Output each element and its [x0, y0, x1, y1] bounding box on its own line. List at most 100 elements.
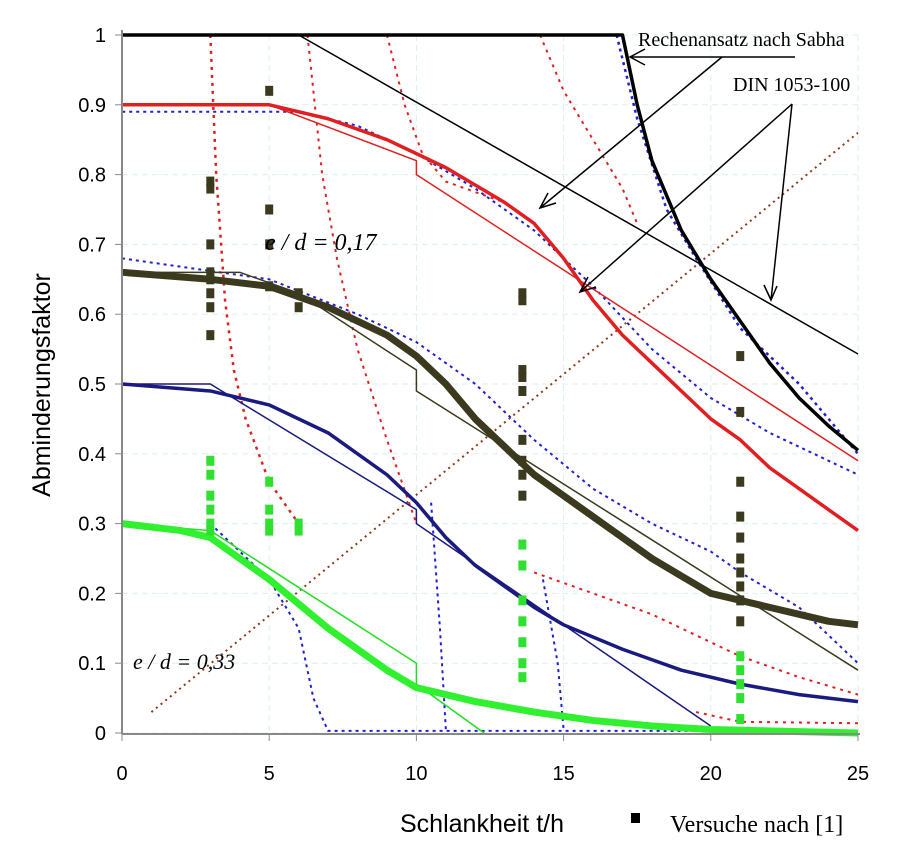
y-tick-label: 0.7 [78, 234, 106, 256]
tick-labels: 00.10.20.30.40.50.60.70.80.910 5 10 15 20 25 [78, 25, 869, 785]
point-tests-olive [518, 372, 527, 383]
point-tests-green [265, 504, 274, 515]
series-navy-thick-sabha [121, 382, 859, 704]
point-tests-green [265, 518, 274, 529]
x-tick-label: 0 [116, 763, 127, 785]
series-blue-dotted-4 [209, 522, 858, 732]
series-red-thick-sabha [122, 103, 860, 533]
point-tests-olive [294, 288, 303, 299]
point-tests-olive [736, 581, 745, 592]
point-tests-olive [206, 176, 215, 187]
series-brown-dotted-diagonal [150, 131, 859, 713]
point-tests-green [518, 539, 527, 550]
y-tick-label: 0.8 [78, 165, 106, 187]
point-tests-olive [518, 365, 527, 376]
point-tests-olive [518, 295, 527, 306]
point-tests-green [294, 518, 303, 529]
series-red-dotted-3 [385, 34, 506, 204]
series-navy-thin-din [122, 383, 712, 727]
point-tests-green [736, 693, 745, 704]
y-tick-label: 0 [95, 723, 106, 745]
point-tests-olive [518, 434, 527, 445]
point-tests-olive [206, 330, 215, 341]
point-tests-olive [736, 532, 745, 543]
point-tests-olive [206, 288, 215, 299]
y-axis-label: Abminderungsfaktor [28, 273, 56, 497]
point-tests-green [265, 476, 274, 487]
annotation-arrows [538, 48, 795, 302]
point-tests-olive [206, 239, 215, 250]
y-tick-label: 1 [95, 25, 106, 47]
point-tests-green [206, 469, 215, 480]
annotation-din: DIN 1053-100 [733, 74, 850, 96]
point-tests-green [206, 525, 215, 536]
y-tick-label: 0.2 [78, 583, 106, 605]
point-tests-green [206, 518, 215, 529]
point-tests-olive [736, 567, 745, 578]
annotation-ed-017: e / d = 0,17 [265, 230, 378, 256]
point-tests-green [518, 637, 527, 648]
point-tests-green [518, 560, 527, 571]
series-red-dotted-4 [539, 34, 639, 224]
x-axis-label: Schlankheit t/h [400, 810, 564, 838]
point-tests-green [206, 504, 215, 515]
y-tick-label: 0.6 [78, 304, 106, 326]
series-black-thick-sabha [122, 33, 860, 452]
point-tests-olive [736, 595, 745, 606]
y-tick-label: 0.5 [78, 374, 106, 396]
series-blue-dotted-2 [615, 34, 859, 455]
y-tick-label: 0.1 [78, 653, 106, 675]
point-tests-olive [265, 281, 274, 292]
series-red-dotted-2 [306, 34, 418, 524]
point-tests-green [736, 651, 745, 662]
point-tests-olive [265, 85, 274, 96]
x-tick-label: 25 [847, 763, 869, 785]
y-tick-label: 0.4 [78, 444, 106, 466]
series-olive-thick-sabha [121, 268, 859, 629]
annotation-ed-033: e / d = 0,33 [133, 649, 235, 674]
point-tests-olive [206, 183, 215, 194]
point-tests-olive [518, 385, 527, 396]
scatter-points [206, 85, 745, 725]
annotation-sabha: Rechenansatz nach Sabha [638, 29, 845, 51]
point-tests-olive [736, 406, 745, 417]
point-tests-green [518, 616, 527, 627]
legend-marker [631, 813, 640, 823]
y-tick-label: 0.3 [78, 514, 106, 536]
point-tests-olive [736, 351, 745, 362]
point-tests-olive [265, 204, 274, 215]
series-lines [121, 33, 860, 737]
legend-label: Versuche nach [1] [670, 812, 843, 838]
x-tick-label: 5 [264, 763, 275, 785]
point-tests-olive [518, 490, 527, 501]
point-tests-green [206, 490, 215, 501]
point-tests-olive [736, 476, 745, 487]
point-tests-green [736, 665, 745, 676]
point-tests-green [736, 714, 745, 725]
point-tests-olive [265, 239, 274, 250]
point-tests-olive [736, 616, 745, 627]
series-green-thin-din [121, 522, 485, 734]
series-red-dotted-1 [209, 34, 300, 525]
point-tests-olive [736, 511, 745, 522]
point-tests-olive [518, 469, 527, 480]
point-tests-olive [736, 553, 745, 564]
point-tests-olive [294, 302, 303, 313]
x-tick-label: 15 [552, 763, 574, 785]
series-green-thick-sabha [121, 520, 859, 737]
series-red-dotted-6 [695, 711, 859, 725]
point-tests-olive [206, 274, 215, 285]
x-tick-label: 10 [405, 763, 427, 785]
point-tests-olive [518, 288, 527, 299]
point-tests-olive [206, 267, 215, 278]
y-tick-label: 0.9 [78, 95, 106, 117]
series-black-thin-din [298, 34, 859, 355]
point-tests-green [736, 679, 745, 690]
point-tests-olive [518, 455, 527, 466]
point-tests-green [265, 525, 274, 536]
series-blue-dotted-6 [542, 579, 565, 730]
point-tests-green [518, 672, 527, 683]
point-tests-green [206, 455, 215, 466]
point-tests-green [518, 658, 527, 669]
